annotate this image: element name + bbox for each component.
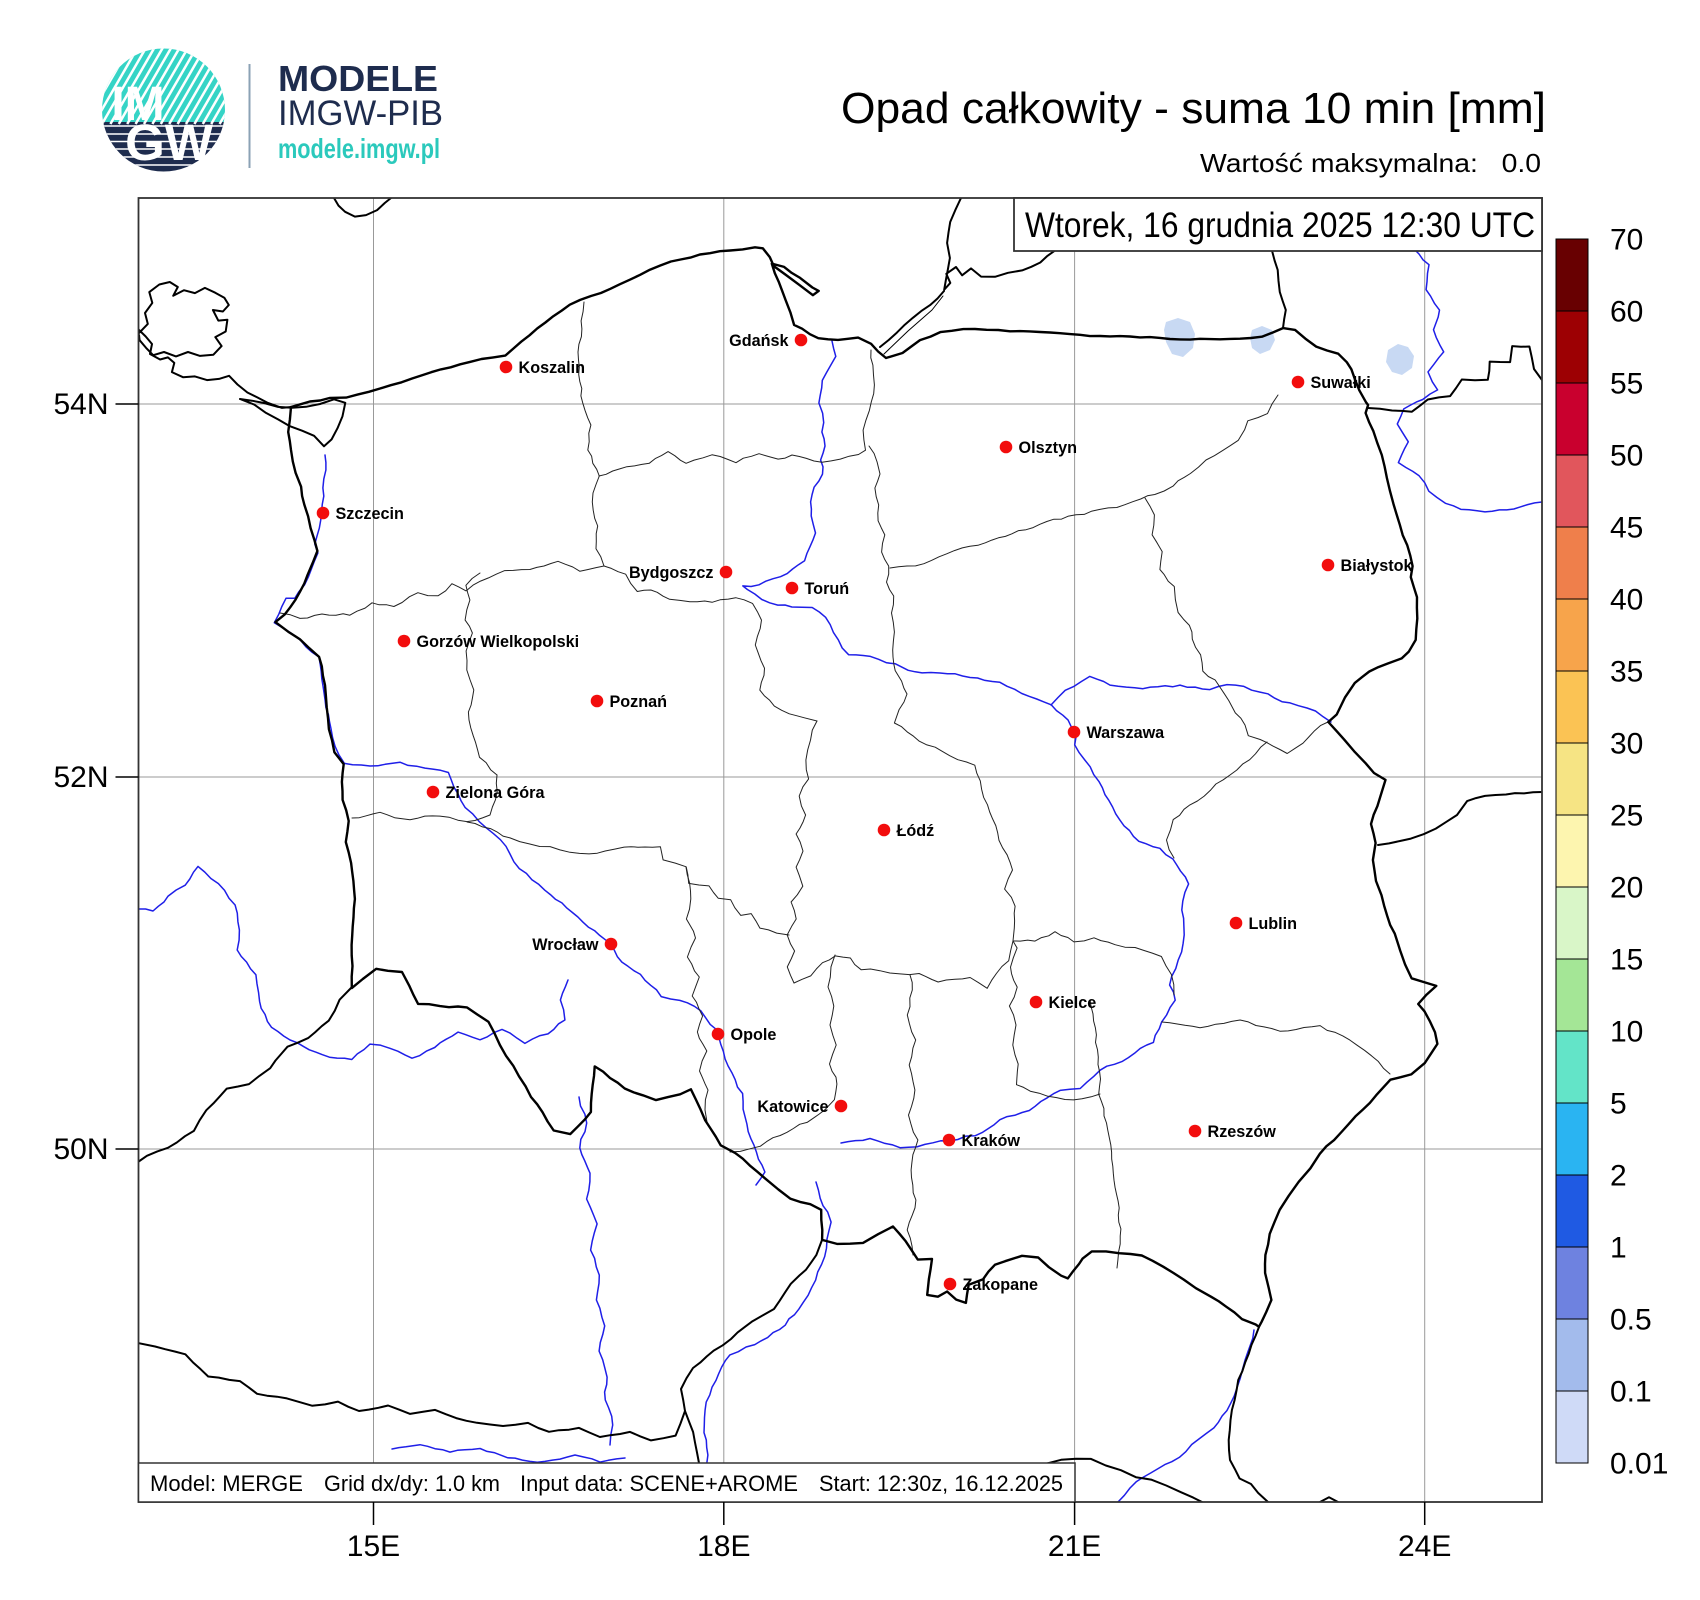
svg-text:Gorzów Wielkopolski: Gorzów Wielkopolski (417, 633, 580, 651)
svg-text:55: 55 (1610, 368, 1643, 401)
svg-text:60: 60 (1610, 296, 1643, 329)
svg-text:0.1: 0.1 (1610, 1376, 1652, 1409)
svg-text:Szczecin: Szczecin (336, 505, 404, 523)
svg-text:0.5: 0.5 (1610, 1304, 1652, 1337)
svg-text:50: 50 (1610, 440, 1643, 473)
svg-text:Koszalin: Koszalin (519, 359, 586, 377)
svg-text:Opad całkowity - suma 10 min [: Opad całkowity - suma 10 min [mm] (841, 84, 1546, 133)
svg-text:Bydgoszcz: Bydgoszcz (629, 564, 714, 582)
svg-text:Łódź: Łódź (897, 822, 935, 840)
svg-text:Start: 12:30z, 16.12.2025: Start: 12:30z, 16.12.2025 (819, 1471, 1063, 1496)
svg-text:Opole: Opole (731, 1026, 777, 1044)
svg-text:5: 5 (1610, 1088, 1627, 1121)
svg-text:Warszawa: Warszawa (1087, 724, 1166, 742)
svg-text:IM: IM (111, 78, 164, 131)
svg-text:20: 20 (1610, 872, 1643, 905)
svg-text:24E: 24E (1398, 1530, 1451, 1563)
svg-text:0.01: 0.01 (1610, 1448, 1668, 1481)
svg-text:15E: 15E (347, 1530, 400, 1563)
svg-text:10: 10 (1610, 1016, 1643, 1049)
svg-text:modele.imgw.pl: modele.imgw.pl (278, 133, 440, 164)
svg-text:Białystok: Białystok (1341, 557, 1414, 575)
svg-text:25: 25 (1610, 800, 1643, 833)
svg-text:15: 15 (1610, 944, 1643, 977)
svg-text:18E: 18E (697, 1530, 750, 1563)
svg-text:Grid dx/dy: 1.0 km: Grid dx/dy: 1.0 km (324, 1471, 500, 1496)
svg-text:Toruń: Toruń (805, 580, 850, 598)
svg-text:52N: 52N (53, 761, 108, 794)
svg-text:2: 2 (1610, 1160, 1627, 1193)
svg-text:45: 45 (1610, 512, 1643, 545)
svg-text:Kielce: Kielce (1049, 994, 1097, 1012)
svg-text:35: 35 (1610, 656, 1643, 689)
svg-text:Poznań: Poznań (610, 693, 668, 711)
svg-text:MODELE: MODELE (278, 58, 438, 99)
svg-text:1: 1 (1610, 1232, 1627, 1265)
svg-text:Wrocław: Wrocław (532, 936, 599, 954)
svg-text:Input data: SCENE+AROME: Input data: SCENE+AROME (520, 1471, 798, 1496)
svg-text:Rzeszów: Rzeszów (1208, 1123, 1277, 1141)
svg-text:Wartość maksymalna: 0.0: Wartość maksymalna: 0.0 (1200, 148, 1541, 178)
svg-text:30: 30 (1610, 728, 1643, 761)
svg-text:50N: 50N (53, 1133, 108, 1166)
svg-text:Katowice: Katowice (757, 1098, 828, 1116)
svg-text:Olsztyn: Olsztyn (1019, 439, 1077, 457)
svg-text:Gdańsk: Gdańsk (729, 332, 789, 350)
svg-text:54N: 54N (53, 388, 108, 421)
svg-text:Zakopane: Zakopane (963, 1276, 1039, 1294)
svg-text:Wtorek, 16 grudnia 2025 12:30: Wtorek, 16 grudnia 2025 12:30 UTC (1025, 206, 1535, 245)
svg-text:40: 40 (1610, 584, 1643, 617)
svg-text:Kraków: Kraków (962, 1132, 1021, 1150)
svg-text:Lublin: Lublin (1249, 915, 1298, 933)
svg-text:GW: GW (125, 114, 214, 171)
svg-text:Model: MERGE: Model: MERGE (150, 1471, 303, 1496)
svg-text:IMGW-PIB: IMGW-PIB (278, 94, 443, 133)
svg-text:Suwałki: Suwałki (1311, 374, 1371, 392)
svg-text:Zielona Góra: Zielona Góra (446, 784, 546, 802)
svg-text:70: 70 (1610, 224, 1643, 257)
svg-text:21E: 21E (1048, 1530, 1101, 1563)
